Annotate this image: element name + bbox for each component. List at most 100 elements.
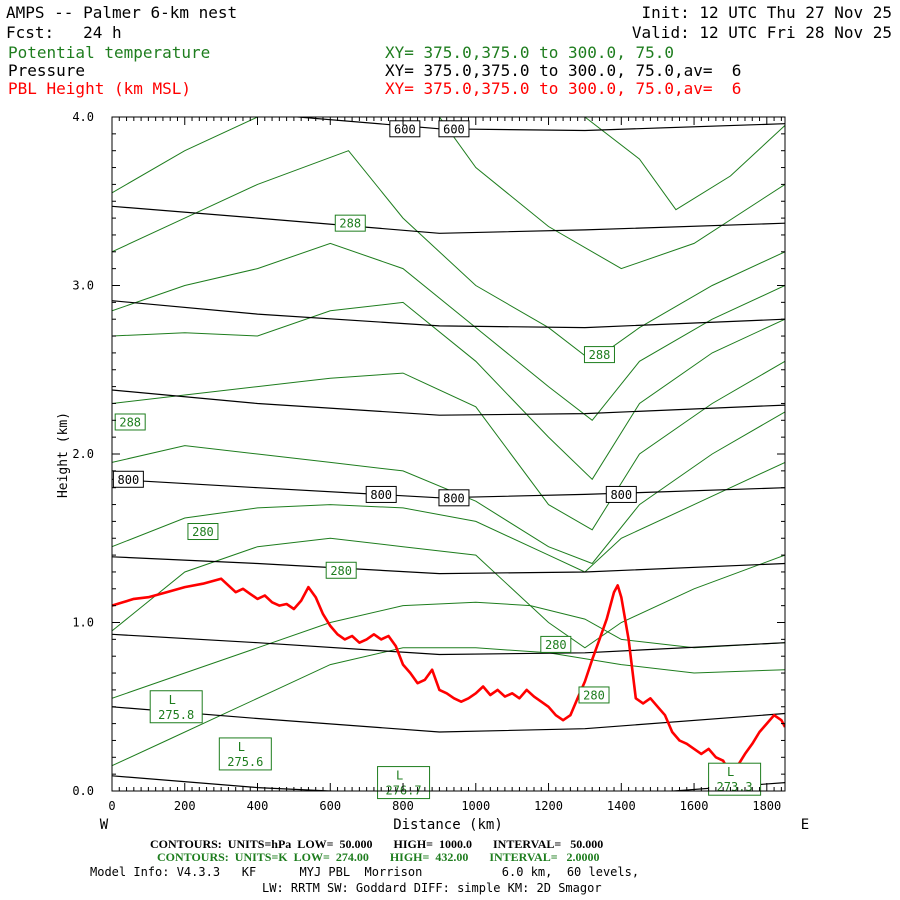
y-tick-label-4: 4.0 — [72, 110, 94, 124]
pressure-label-0-box — [389, 120, 421, 138]
theta-label-1: 288 — [583, 346, 615, 364]
x-tick-label-4: 800 — [392, 799, 414, 813]
pressure-contour-5 — [112, 633, 785, 656]
field-xy-pressure: XY= 375.0,375.0 to 300.0, 75.0,av= 6 — [385, 61, 742, 80]
theta-label-1-text: 288 — [589, 348, 611, 362]
theta-contours — [112, 117, 785, 767]
pressure-contour-6 — [112, 706, 785, 733]
theta-label-4-text: 280 — [330, 564, 352, 578]
pressure-label-4: 800 — [438, 489, 470, 507]
forecast-label: Fcst: 24 h — [6, 24, 122, 42]
pressure-contour-8 — [290, 117, 785, 132]
pressure-label-1-text: 600 — [443, 122, 465, 136]
pressure-label-5: 800 — [605, 485, 637, 503]
pressure-label-1: 600 — [438, 120, 470, 138]
low-label-2-box — [377, 766, 431, 800]
theta-label-5-box — [540, 635, 572, 653]
theta-label-2: 288 — [114, 413, 146, 431]
theta-label-6: 280 — [578, 686, 610, 704]
pressure-label-0-text: 600 — [394, 122, 416, 136]
theta-contour-1 — [112, 601, 785, 699]
init-time: Init: 12 UTC Thu 27 Nov 25 — [641, 3, 892, 22]
low-label-0-box — [149, 690, 203, 724]
pressure-contour-4 — [112, 556, 785, 575]
field-xy-theta: XY= 375.0,375.0 to 300.0, 75.0 — [385, 43, 674, 62]
theta-contour-3 — [112, 461, 785, 573]
x-tick-label-5: 1000 — [461, 799, 490, 813]
pressure-label-0: 600 — [389, 120, 421, 138]
plot-frame — [111, 116, 786, 792]
x-tick-label-8: 1600 — [680, 799, 709, 813]
theta-label-3-text: 280 — [192, 525, 214, 539]
pbl-series — [112, 577, 785, 776]
pressure-label-2: 800 — [112, 470, 144, 488]
footer-physics-info: LW: RRTM SW: Goddard DIFF: simple KM: 2D… — [262, 881, 602, 895]
pressure-label-3-box — [365, 485, 397, 503]
low-label-3-letter: L — [727, 765, 734, 779]
pressure-label-4-text: 800 — [443, 491, 465, 505]
field-xy-pbl: XY= 375.0,375.0 to 300.0, 75.0,av= 6 — [385, 79, 742, 98]
theta-contour-6 — [112, 301, 785, 481]
pressure-label-2-text: 800 — [118, 473, 140, 487]
x-tick-label-7: 1400 — [607, 799, 636, 813]
low-label-3-value: 273.3 — [717, 780, 753, 794]
x-tick-label-9: 1800 — [752, 799, 781, 813]
theta-label-0-box — [334, 214, 366, 232]
footer-theta-contours: CONTOURS: UNITS=K LOW= 274.00 HIGH= 432.… — [157, 850, 600, 864]
field-name-pbl: PBL Height (km MSL) — [8, 79, 192, 98]
theta-label-2-text: 288 — [119, 415, 141, 429]
east-end-label: E — [801, 817, 809, 833]
x-tick-label-3: 600 — [319, 799, 341, 813]
x-tick-label-0: 0 — [108, 799, 115, 813]
theta-contour-7 — [112, 242, 785, 421]
theta-label-0-text: 288 — [339, 217, 361, 231]
x-tick-label-6: 1200 — [534, 799, 563, 813]
contour-labels: 600 600 800 800 800 800 288 288 288 280 280 280 280 L… — [112, 120, 762, 800]
fcst-value: 24 h — [83, 23, 122, 42]
y-tick-label-1: 1.0 — [72, 616, 94, 630]
footer-model-info: Model Info: V4.3.3 KF MYJ PBL Morrison 6… — [90, 865, 640, 879]
theta-label-6-text: 280 — [583, 688, 605, 702]
theta-contour-8 — [112, 150, 785, 362]
fcst-label: Fcst: — [6, 23, 55, 42]
theta-label-4-box — [325, 561, 357, 579]
theta-contour-5 — [112, 360, 785, 531]
x-tick-label-1: 200 — [174, 799, 196, 813]
theta-contour-10 — [438, 117, 785, 270]
theta-contour-0 — [112, 647, 785, 767]
field-name-pressure: Pressure — [8, 61, 86, 80]
west-end-label: W — [100, 817, 109, 833]
field-name-theta: Potential temperature — [8, 43, 211, 62]
pressure-label-2-box — [112, 470, 144, 488]
theta-label-1-box — [583, 346, 615, 364]
pressure-contour-1 — [112, 300, 785, 329]
low-label-1-value: 275.6 — [227, 755, 263, 769]
footer-pressure-contours: CONTOURS: UNITS=hPa LOW= 50.000 HIGH= 10… — [150, 837, 604, 851]
chart-title: AMPS -- Palmer 6-km nest — [6, 3, 238, 22]
y-axis-label: Height (km) — [56, 412, 71, 498]
pressure-label-3: 800 — [365, 485, 397, 503]
theta-label-4: 280 — [325, 561, 357, 579]
theta-label-2-box — [114, 413, 146, 431]
pressure-label-4-box — [438, 489, 470, 507]
pressure-contour-2 — [112, 389, 785, 416]
y-tick-label-0: 0.0 — [72, 784, 94, 798]
theta-label-3-box — [187, 523, 219, 541]
theta-label-3: 280 — [187, 523, 219, 541]
axes: 0 200 400 600 800 1000 1200 1400 1600 1800 0.0 1.0 2… — [72, 110, 785, 813]
low-label-1-box — [218, 737, 272, 771]
theta-label-5-text: 280 — [545, 638, 567, 652]
theta-contour-11 — [584, 117, 785, 211]
theta-contour-2 — [112, 537, 785, 649]
low-label-2-letter: L — [396, 769, 403, 783]
low-label-0-value: 275.8 — [158, 708, 194, 722]
pressure-contour-7 — [112, 775, 785, 791]
x-tick-label-2: 400 — [247, 799, 269, 813]
theta-contour-4 — [112, 411, 785, 565]
theta-contour-9 — [112, 117, 258, 194]
low-label-0-letter: L — [169, 693, 176, 707]
